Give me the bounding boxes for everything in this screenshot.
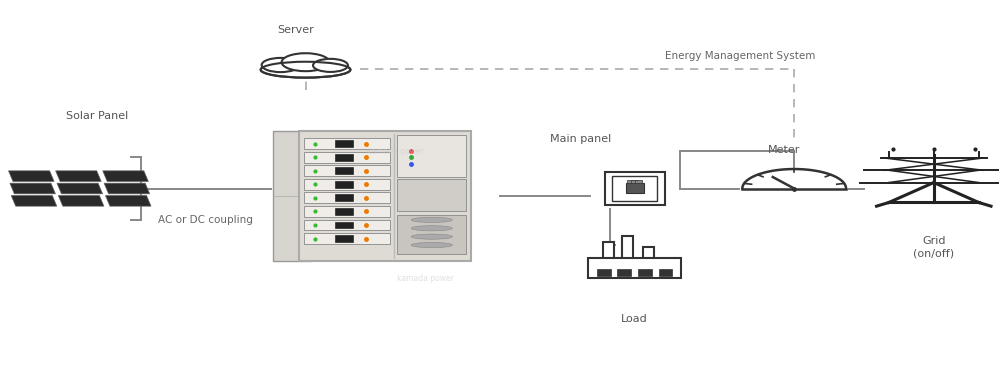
Bar [335,167,353,174]
Bar [335,181,353,188]
Bar [627,181,634,184]
Ellipse shape [411,242,452,248]
Polygon shape [58,196,104,206]
Bar [617,269,631,276]
Bar [397,135,466,176]
Circle shape [313,59,348,72]
Bar [397,215,466,254]
Bar [335,235,353,242]
Bar [304,179,390,190]
Text: Meter: Meter [768,145,800,155]
Bar [397,179,466,211]
Bar [304,152,390,162]
Bar [597,269,611,276]
Bar [304,233,390,244]
Polygon shape [57,183,103,194]
Bar [643,247,654,262]
Bar [304,138,390,149]
Bar [299,132,471,261]
Text: Load: Load [621,314,648,324]
Bar [605,172,665,205]
Polygon shape [11,196,57,206]
Bar [304,193,390,203]
Bar [626,183,644,193]
Text: Energy Management System: Energy Management System [665,51,815,61]
Bar [335,140,353,147]
Polygon shape [104,183,150,194]
Polygon shape [10,183,55,194]
Bar [638,269,652,276]
Text: Server: Server [277,25,314,35]
Bar [603,242,614,262]
Bar [659,269,672,276]
Polygon shape [56,171,101,181]
Polygon shape [105,196,151,206]
Text: Solar Panel: Solar Panel [66,111,128,121]
Text: Grid
(on/off): Grid (on/off) [913,236,954,258]
Ellipse shape [261,62,350,78]
Bar [304,220,390,230]
Bar [635,181,642,184]
Circle shape [262,58,300,72]
Bar [588,258,681,277]
Bar [622,236,633,262]
Bar [335,195,353,201]
Polygon shape [8,171,54,181]
Bar [612,176,657,201]
Ellipse shape [411,217,452,222]
Bar [304,206,390,217]
Polygon shape [103,171,148,181]
Text: kamada power: kamada power [367,147,424,156]
Bar [273,132,311,261]
Bar [304,166,390,176]
Ellipse shape [411,234,452,239]
Bar [335,222,353,228]
Circle shape [282,53,329,71]
Text: AC or DC coupling: AC or DC coupling [158,215,253,225]
Text: Main panel: Main panel [550,133,611,144]
Bar [335,154,353,161]
Bar [335,208,353,215]
Text: kamada power: kamada power [397,274,454,283]
Bar [631,181,638,184]
Ellipse shape [411,226,452,231]
